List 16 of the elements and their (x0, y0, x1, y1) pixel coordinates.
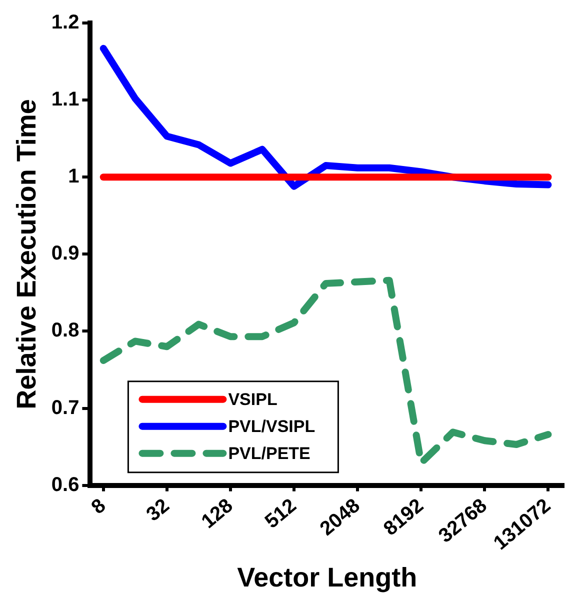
x-tick-label: 512 (261, 494, 301, 534)
y-tick-label: 0.9 (51, 242, 80, 265)
y-axis-title: Relative Execution Time (12, 99, 42, 410)
x-tick-label: 8 (87, 494, 110, 519)
y-tick-label: 0.8 (51, 320, 80, 342)
legend-label: PVL/VSIPL (228, 417, 316, 436)
y-tick-label: 0.7 (51, 396, 80, 419)
y-tick-label: 0.6 (51, 474, 80, 496)
y-tick-label: 1.1 (51, 88, 80, 111)
y-tick-label: 1 (68, 166, 80, 188)
legend-label: PVL/PETE (228, 444, 310, 464)
x-tick-label: 32 (142, 494, 174, 526)
x-axis-title: Vector Length (237, 562, 418, 592)
y-tick-label: 1.2 (51, 12, 80, 34)
legend-label: VSIPL (228, 390, 278, 410)
x-tick-label: 128 (198, 494, 238, 534)
